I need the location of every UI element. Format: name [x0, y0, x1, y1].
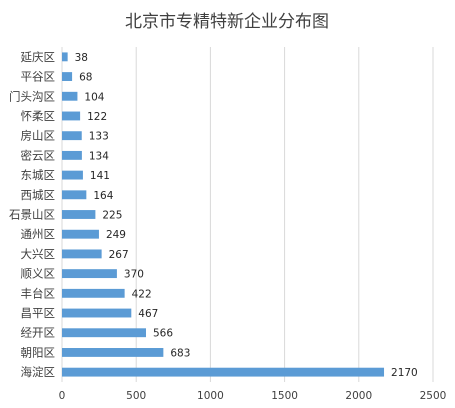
bar — [62, 367, 385, 377]
x-tick-label: 500 — [126, 390, 146, 402]
category-label: 延庆区 — [21, 50, 56, 64]
category-label: 经开区 — [21, 326, 56, 340]
bar — [62, 308, 132, 318]
category-label: 平谷区 — [21, 70, 56, 84]
bar — [62, 150, 82, 160]
category-label: 房山区 — [21, 129, 56, 143]
category-label: 昌平区 — [21, 306, 56, 320]
data-label: 566 — [153, 328, 173, 340]
data-label: 225 — [102, 210, 122, 222]
data-label: 134 — [89, 150, 109, 162]
bar — [62, 52, 68, 62]
category-label: 石景山区 — [9, 208, 55, 222]
data-label: 104 — [84, 91, 104, 103]
bar — [62, 190, 87, 200]
category-label: 大兴区 — [21, 247, 56, 261]
data-label: 267 — [109, 249, 129, 261]
bars — [62, 52, 385, 377]
category-label: 密云区 — [21, 148, 56, 162]
bar — [62, 91, 78, 101]
labels: 0 500 1000 1500 2000 2500 延庆区 38 平谷区 68 门头沟区 104 怀柔区… — [9, 50, 446, 402]
bar — [62, 210, 96, 219]
data-label: 122 — [87, 111, 107, 123]
x-tick-label: 0 — [59, 390, 66, 402]
gridlines — [61, 47, 434, 382]
data-label: 683 — [170, 347, 190, 359]
bar — [62, 288, 125, 298]
chart-title: 北京市专精特新企业分布图 — [125, 12, 329, 32]
bar — [62, 72, 73, 81]
data-label: 422 — [132, 288, 152, 300]
x-tick-label: 2500 — [420, 390, 447, 402]
bar — [62, 131, 82, 141]
data-label: 68 — [79, 72, 92, 84]
bar — [62, 229, 99, 239]
data-label: 2170 — [391, 367, 418, 379]
data-label: 141 — [90, 170, 110, 182]
bar — [62, 249, 102, 259]
data-label: 370 — [124, 269, 144, 281]
x-tick-label: 1000 — [197, 390, 224, 402]
data-label: 164 — [93, 190, 113, 202]
bar — [62, 170, 83, 180]
data-label: 249 — [106, 229, 126, 241]
x-tick-label: 1500 — [271, 390, 298, 402]
bar — [62, 328, 146, 338]
category-label: 通州区 — [21, 227, 56, 241]
category-label: 西城区 — [21, 188, 56, 202]
data-label: 133 — [89, 131, 109, 143]
category-label: 丰台区 — [21, 286, 56, 300]
category-label: 门头沟区 — [9, 89, 55, 103]
category-label: 朝阳区 — [21, 345, 56, 359]
category-label: 东城区 — [21, 168, 56, 182]
data-label: 38 — [75, 52, 88, 64]
x-tick-label: 2000 — [345, 390, 372, 402]
bar — [62, 269, 117, 279]
bar — [62, 111, 81, 121]
bar — [62, 348, 164, 357]
category-label: 顺义区 — [21, 267, 56, 281]
category-label: 海淀区 — [21, 365, 56, 379]
data-label: 467 — [138, 308, 158, 320]
category-label: 怀柔区 — [21, 109, 56, 123]
